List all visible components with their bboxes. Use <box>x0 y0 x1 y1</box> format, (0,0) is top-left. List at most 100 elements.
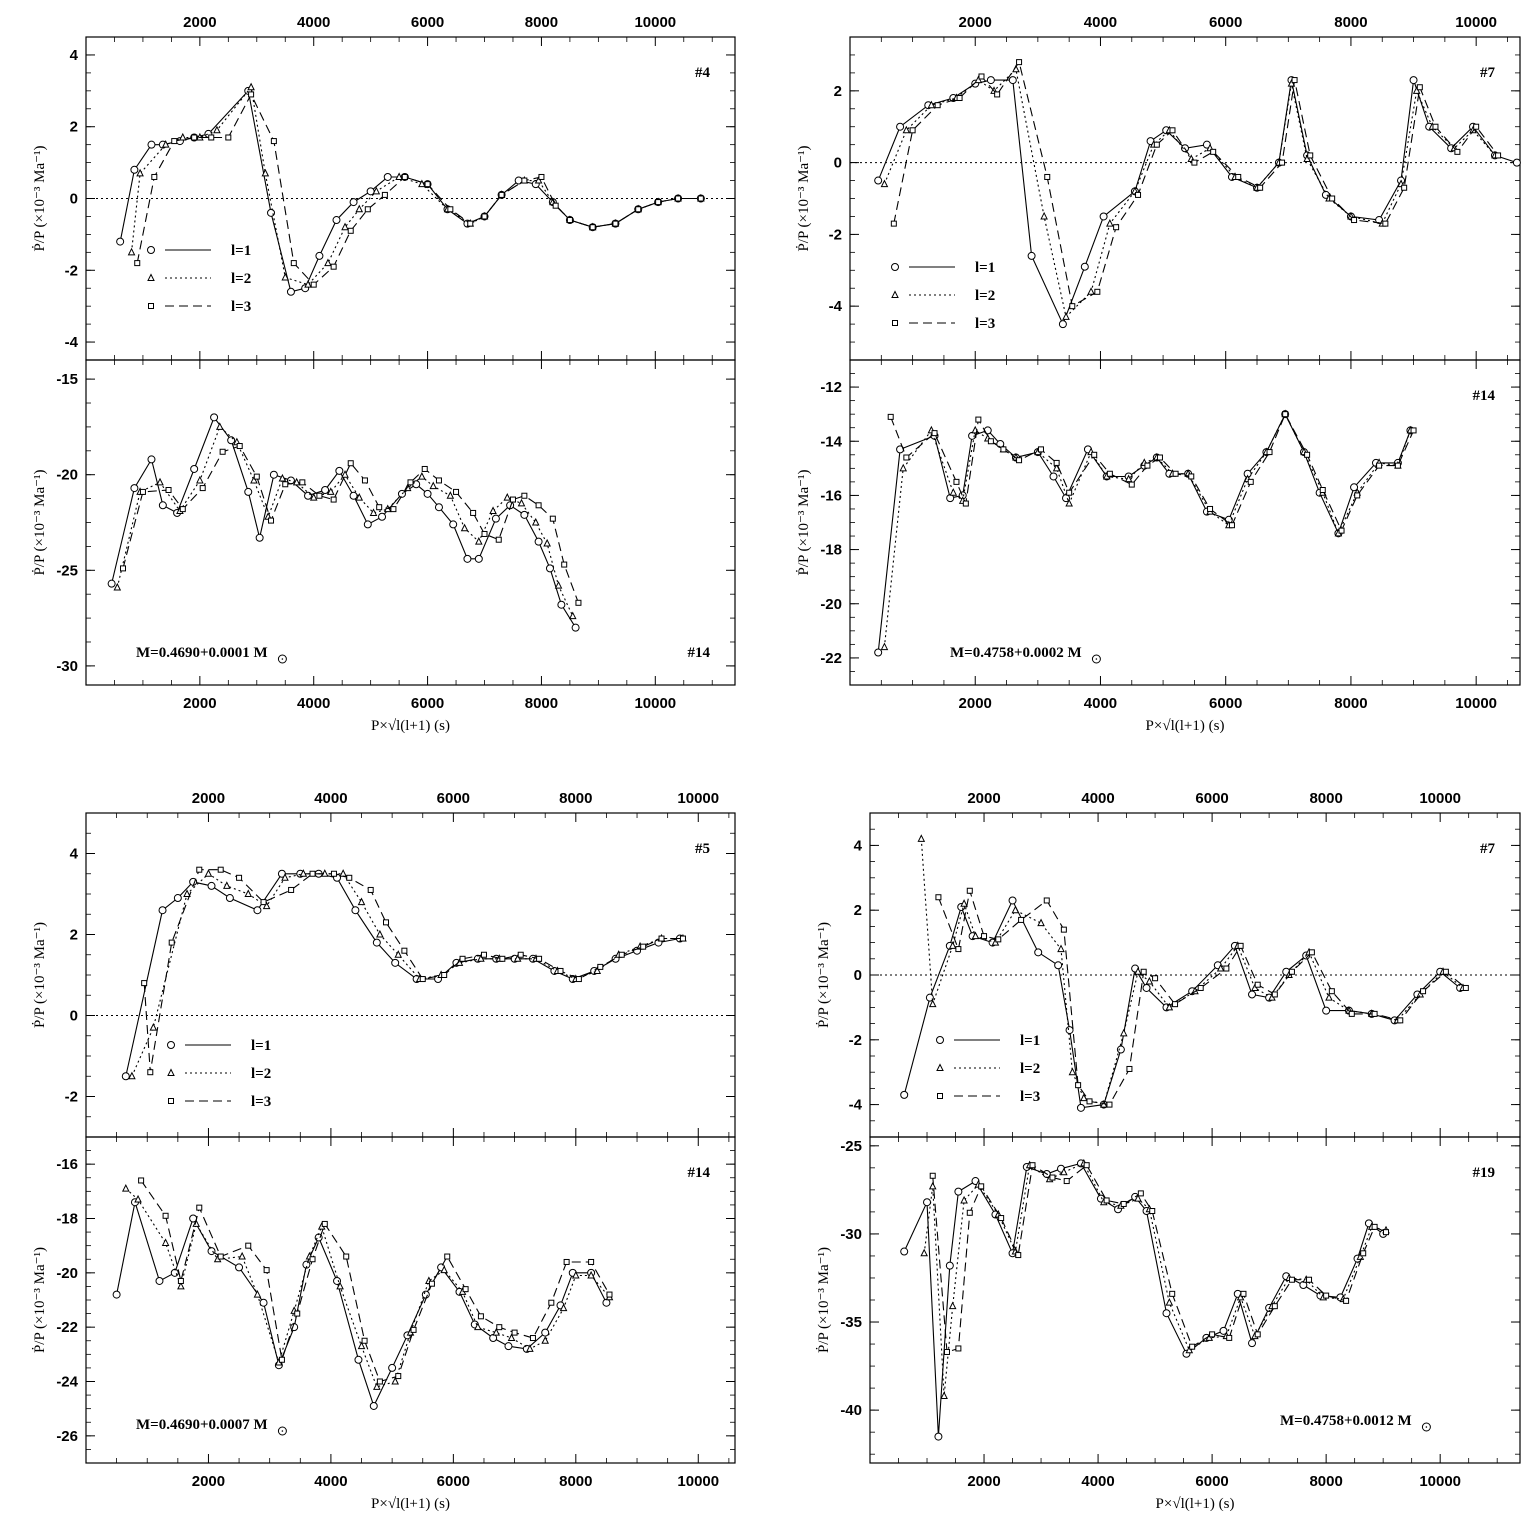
p2-lower-l3-square-marker <box>361 1337 368 1344</box>
p2-upper-l3-square-marker <box>217 866 224 873</box>
p2-lower-l2-triangle-marker <box>238 1251 246 1260</box>
p3-upper-l3-square-marker <box>955 946 962 953</box>
p3-upper-model-label: #7 <box>1480 841 1496 857</box>
p0-lower-l3-square-marker <box>521 492 528 499</box>
p0-upper-l3-square-marker <box>566 217 573 224</box>
p0-lower-l3-square-marker <box>561 561 568 568</box>
p2-lower-l3-square-marker <box>428 1280 435 1287</box>
p0-upper-l2-triangle-marker <box>161 140 170 148</box>
p2-upper-l3-square-marker <box>557 967 564 974</box>
p2-upper-l3-square-marker <box>658 935 665 942</box>
p3-lower-series-l3 <box>932 1164 1387 1353</box>
p1-upper-legend-l2-triangle-marker <box>891 290 899 298</box>
p0-lower-l2-triangle-marker <box>554 580 563 589</box>
p3-upper-l3-square-marker <box>1018 916 1025 923</box>
p3-lower-l1-circle-marker <box>1248 1339 1257 1348</box>
p2-xtick-label-top: 4000 <box>314 790 347 807</box>
p3-xlabel: P×√l(l+1) (s) <box>1156 1496 1235 1512</box>
p0-lower-l3-square-marker <box>316 492 323 499</box>
p3-lower-l1-circle-marker <box>923 1198 932 1207</box>
p0-lower-l1-circle-marker <box>107 579 116 588</box>
p3-lower-mass-label: M=0.4758+0.0012 M <box>1280 1413 1412 1429</box>
p2-lower-l2-triangle-marker <box>587 1270 595 1279</box>
p0-upper-l1-circle-marker <box>147 140 156 149</box>
p1-upper-l1-circle-marker <box>896 122 905 131</box>
p3-upper-l1-circle-marker <box>1008 896 1017 905</box>
p2-upper-l1-circle-marker <box>225 894 234 903</box>
p3-upper-l3-square-marker <box>1254 981 1261 988</box>
p2-lower-series-l1 <box>116 1202 607 1408</box>
p1-upper-l3-square-marker <box>956 95 963 102</box>
p1-lower-l3-square-marker <box>931 430 938 437</box>
p2-upper-l2-triangle-marker <box>477 954 485 962</box>
p1-lower-l1-circle-marker <box>1350 483 1359 492</box>
p1-lower-l2-triangle-marker <box>899 463 908 472</box>
p2-upper-l3-square-marker <box>367 886 374 893</box>
p1-lower-l3-square-marker <box>1091 451 1098 458</box>
p1-lower-l3-square-marker <box>1066 489 1073 496</box>
p1-xtick-label-bottom: 8000 <box>1334 695 1367 712</box>
p0-upper-l3-square-marker <box>481 213 488 220</box>
p0-lower-l1-circle-marker <box>321 486 330 494</box>
p1-lower-l2-triangle-marker <box>949 488 958 496</box>
p0-lower-l1-circle-marker <box>545 564 554 573</box>
p2-lower-l3-square-marker <box>196 1204 203 1211</box>
p3-upper-l3-square-marker <box>1106 1101 1113 1108</box>
p2-lower-l3-square-marker <box>477 1313 484 1320</box>
p2-lower-l1-circle-marker <box>155 1276 164 1285</box>
p0-upper-series-l2 <box>130 85 701 286</box>
p0-lower-l2-triangle-marker <box>429 481 438 490</box>
p2-upper-l2-triangle-marker <box>513 954 522 962</box>
p2-upper-l3-square-marker <box>575 976 582 983</box>
p1-upper-l1-circle-marker <box>986 76 995 85</box>
p0-lower-l3-square-marker <box>481 530 488 537</box>
p0-upper-l1-circle-marker <box>286 287 295 296</box>
p0-lower-l1-circle-marker <box>335 466 344 475</box>
p2-upper-l2-triangle-marker <box>244 889 253 897</box>
p2-lower-l3-square-marker <box>588 1258 595 1265</box>
p2-upper-l3-square-marker <box>419 976 426 983</box>
p3-upper-l2-triangle-marker <box>928 999 937 1008</box>
p0-upper-l2-triangle-marker <box>178 132 187 141</box>
p0-upper-l3-square-marker <box>191 134 198 141</box>
p3-xtick-label-bottom: 2000 <box>967 1473 1000 1490</box>
p1-lower-l3-square-marker <box>975 416 982 423</box>
p2-upper-l3-square-marker <box>640 943 647 950</box>
p2-lower-l1-circle-marker <box>207 1247 216 1256</box>
p0-lower-l1-circle-marker <box>286 476 295 485</box>
p3-upper-l3-square-marker <box>1271 991 1278 998</box>
p2-lower-l3-square-marker <box>563 1258 570 1265</box>
p2-lower-l2-triangle-marker <box>121 1184 130 1192</box>
p2-upper-l3-square-marker <box>288 886 295 893</box>
p0-lower-l3-square-marker <box>299 479 306 486</box>
p0-lower-l1-circle-marker <box>190 464 199 473</box>
p3-upper-l3-square-marker <box>1442 968 1449 975</box>
p3-upper-ytick-label: 0 <box>854 967 862 984</box>
p2-lower-ytick-label: -18 <box>56 1211 78 1228</box>
p1-upper-l3-square-marker <box>1307 152 1314 159</box>
p3-upper-l2-triangle-marker <box>917 834 926 842</box>
p1-upper-l3-square-marker <box>978 73 985 80</box>
p2-upper-l3-square-marker <box>236 874 243 881</box>
p3-lower-l1-circle-marker <box>945 1261 954 1270</box>
p2-lower-l2-triangle-marker <box>391 1376 400 1385</box>
p3-lower-ylabel: Ṗ/P (×10⁻³ Ma⁻¹) <box>816 1247 832 1353</box>
p2-upper-l1-circle-marker <box>253 906 262 915</box>
p0-lower-l2-triangle-marker <box>475 536 483 545</box>
p2-xtick-label-top: 10000 <box>677 790 719 807</box>
p2-upper-ytick-label: 2 <box>70 927 78 944</box>
p2-upper-l3-square-marker <box>679 935 686 942</box>
p3-upper-series-l3 <box>937 890 1467 1106</box>
p1-lower-l3-square-marker <box>903 454 910 461</box>
p1-upper-l3-square-marker <box>1454 148 1461 155</box>
p3-lower-l3-square-marker <box>1169 1290 1176 1297</box>
p1-lower-l3-square-marker <box>1376 462 1383 469</box>
p0-upper-l3-square-marker <box>521 177 528 184</box>
p1-xtick-label-top: 2000 <box>959 14 992 31</box>
p0-lower-l3-square-marker <box>268 517 275 524</box>
p0-upper-l3-square-marker <box>381 191 388 198</box>
p1-upper-l3-square-marker <box>1191 159 1198 166</box>
p1-upper-series-l2 <box>883 68 1496 319</box>
p2-upper-l3-square-marker <box>597 963 604 970</box>
p0-upper-l3-square-marker <box>401 173 408 180</box>
